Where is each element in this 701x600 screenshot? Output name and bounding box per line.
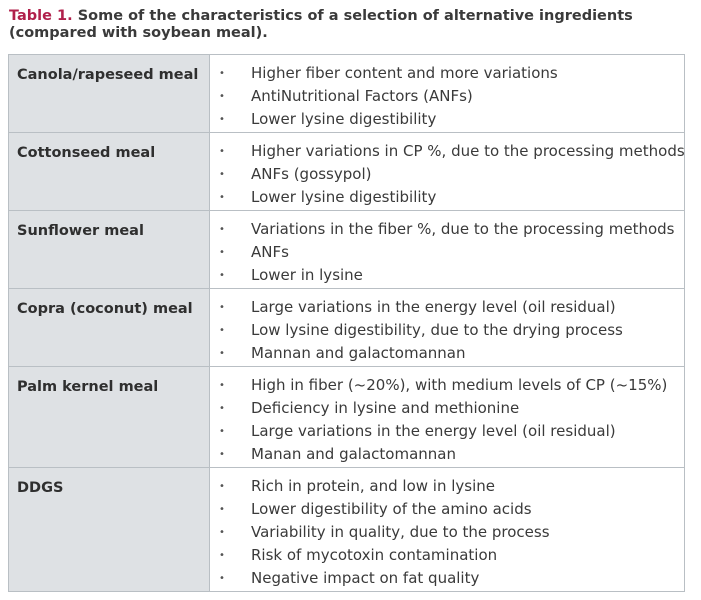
bullet-icon: • <box>219 247 225 258</box>
table-row: Sunflower meal • Variations in the fiber %… <box>8 210 685 289</box>
list-item: • Variations in the fiber %, due to the p… <box>210 218 678 241</box>
bullet-icon: • <box>219 68 225 79</box>
characteristic-text: Manan and galactomannan <box>251 445 456 463</box>
characteristic-text: Lower lysine digestibility <box>251 110 437 128</box>
characteristics-cell: • Variations in the fiber %, due to the p… <box>209 210 685 289</box>
bullet-icon: • <box>219 449 225 460</box>
bullet-icon: • <box>219 169 225 180</box>
characteristics-cell: • Large variations in the energy level (o… <box>209 288 685 367</box>
characteristic-text: Risk of mycotoxin contamination <box>251 546 498 564</box>
bullet-icon: • <box>219 348 225 359</box>
list-item: • Large variations in the energy level (o… <box>210 296 678 319</box>
bullet-icon: • <box>219 270 225 281</box>
bullet-icon: • <box>219 114 225 125</box>
list-item: • Negative impact on fat quality <box>210 567 678 590</box>
ingredient-name: Copra (coconut) meal <box>8 288 210 367</box>
list-item: • Low lysine digestibility, due to the dr… <box>210 319 678 342</box>
characteristic-text: AntiNutritional Factors (ANFs) <box>251 87 473 105</box>
characteristics-list: • Higher variations in CP %, due to the p… <box>210 140 685 209</box>
bullet-icon: • <box>219 325 225 336</box>
characteristic-text: Higher fiber content and more variations <box>251 64 558 82</box>
table-row: Palm kernel meal • High in fiber (~20%), w… <box>8 366 685 468</box>
table-caption: Table 1. Some of the characteristics of … <box>9 8 689 42</box>
characteristics-list: • High in fiber (~20%), with medium level… <box>210 374 678 466</box>
characteristic-text: ANFs <box>251 243 289 261</box>
ingredient-name: Canola/rapeseed meal <box>8 54 210 133</box>
characteristic-text: Deficiency in lysine and methionine <box>251 399 520 417</box>
list-item: • Lower lysine digestibility <box>210 108 678 131</box>
table-row: DDGS • Rich in protein, and low in lysine •… <box>8 467 685 592</box>
list-item: • Higher fiber content and more variation… <box>210 62 678 85</box>
list-item: • Higher variations in CP %, due to the p… <box>210 140 685 163</box>
table-row: Copra (coconut) meal • Large variations in… <box>8 288 685 367</box>
characteristic-text: Lower in lysine <box>251 266 363 284</box>
characteristics-cell: • High in fiber (~20%), with medium level… <box>209 366 685 468</box>
list-item: • Lower in lysine <box>210 264 678 287</box>
characteristics-cell: • Rich in protein, and low in lysine • Lowe… <box>209 467 685 592</box>
characteristic-text: Negative impact on fat quality <box>251 569 480 587</box>
list-item: • Deficiency in lysine and methionine <box>210 397 678 420</box>
characteristic-text: ANFs (gossypol) <box>251 165 372 183</box>
list-item: • Rich in protein, and low in lysine <box>210 475 678 498</box>
characteristic-text: High in fiber (~20%), with medium levels… <box>251 376 668 394</box>
ingredients-table: Canola/rapeseed meal • Higher fiber conten… <box>8 54 685 592</box>
characteristics-list: • Rich in protein, and low in lysine • Lowe… <box>210 475 678 590</box>
characteristic-text: Higher variations in CP %, due to the pr… <box>251 142 685 160</box>
table-caption-label: Table 1. <box>9 8 73 24</box>
bullet-icon: • <box>219 146 225 157</box>
bullet-icon: • <box>219 224 225 235</box>
bullet-icon: • <box>219 91 225 102</box>
bullet-icon: • <box>219 192 225 203</box>
bullet-icon: • <box>219 481 225 492</box>
characteristic-text: Lower digestibility of the amino acids <box>251 500 532 518</box>
ingredient-name: DDGS <box>8 467 210 592</box>
ingredient-name: Palm kernel meal <box>8 366 210 468</box>
list-item: • Large variations in the energy level (o… <box>210 420 678 443</box>
characteristic-text: Large variations in the energy level (oi… <box>251 298 616 316</box>
list-item: • ANFs (gossypol) <box>210 163 678 186</box>
list-item: • Mannan and galactomannan <box>210 342 678 365</box>
characteristic-text: Mannan and galactomannan <box>251 344 466 362</box>
bullet-icon: • <box>219 550 225 561</box>
characteristics-cell: • Higher variations in CP %, due to the p… <box>209 132 685 211</box>
bullet-icon: • <box>219 527 225 538</box>
ingredient-name: Cottonseed meal <box>8 132 210 211</box>
list-item: • Lower digestibility of the amino acids <box>210 498 678 521</box>
table-caption-text: Some of the characteristics of a selecti… <box>9 8 633 41</box>
bullet-icon: • <box>219 380 225 391</box>
list-item: • ANFs <box>210 241 678 264</box>
list-item: • Risk of mycotoxin contamination <box>210 544 678 567</box>
characteristic-text: Lower lysine digestibility <box>251 188 437 206</box>
list-item: • Manan and galactomannan <box>210 443 678 466</box>
characteristic-text: Variability in quality, due to the proce… <box>251 523 550 541</box>
characteristic-text: Rich in protein, and low in lysine <box>251 477 495 495</box>
characteristics-list: • Variations in the fiber %, due to the p… <box>210 218 678 287</box>
table-row: Cottonseed meal • Higher variations in CP … <box>8 132 685 211</box>
bullet-icon: • <box>219 403 225 414</box>
bullet-icon: • <box>219 302 225 313</box>
bullet-icon: • <box>219 504 225 515</box>
characteristic-text: Low lysine digestibility, due to the dry… <box>251 321 623 339</box>
bullet-icon: • <box>219 573 225 584</box>
characteristics-cell: • Higher fiber content and more variation… <box>209 54 685 133</box>
characteristic-text: Large variations in the energy level (oi… <box>251 422 616 440</box>
ingredients-table-body: Canola/rapeseed meal • Higher fiber conten… <box>8 54 685 592</box>
list-item: • High in fiber (~20%), with medium level… <box>210 374 678 397</box>
characteristics-list: • Large variations in the energy level (o… <box>210 296 678 365</box>
ingredient-name: Sunflower meal <box>8 210 210 289</box>
characteristic-text: Variations in the fiber %, due to the pr… <box>251 220 675 238</box>
list-item: • Variability in quality, due to the proc… <box>210 521 678 544</box>
table-row: Canola/rapeseed meal • Higher fiber conten… <box>8 54 685 133</box>
bullet-icon: • <box>219 426 225 437</box>
list-item: • Lower lysine digestibility <box>210 186 678 209</box>
list-item: • AntiNutritional Factors (ANFs) <box>210 85 678 108</box>
characteristics-list: • Higher fiber content and more variation… <box>210 62 678 131</box>
